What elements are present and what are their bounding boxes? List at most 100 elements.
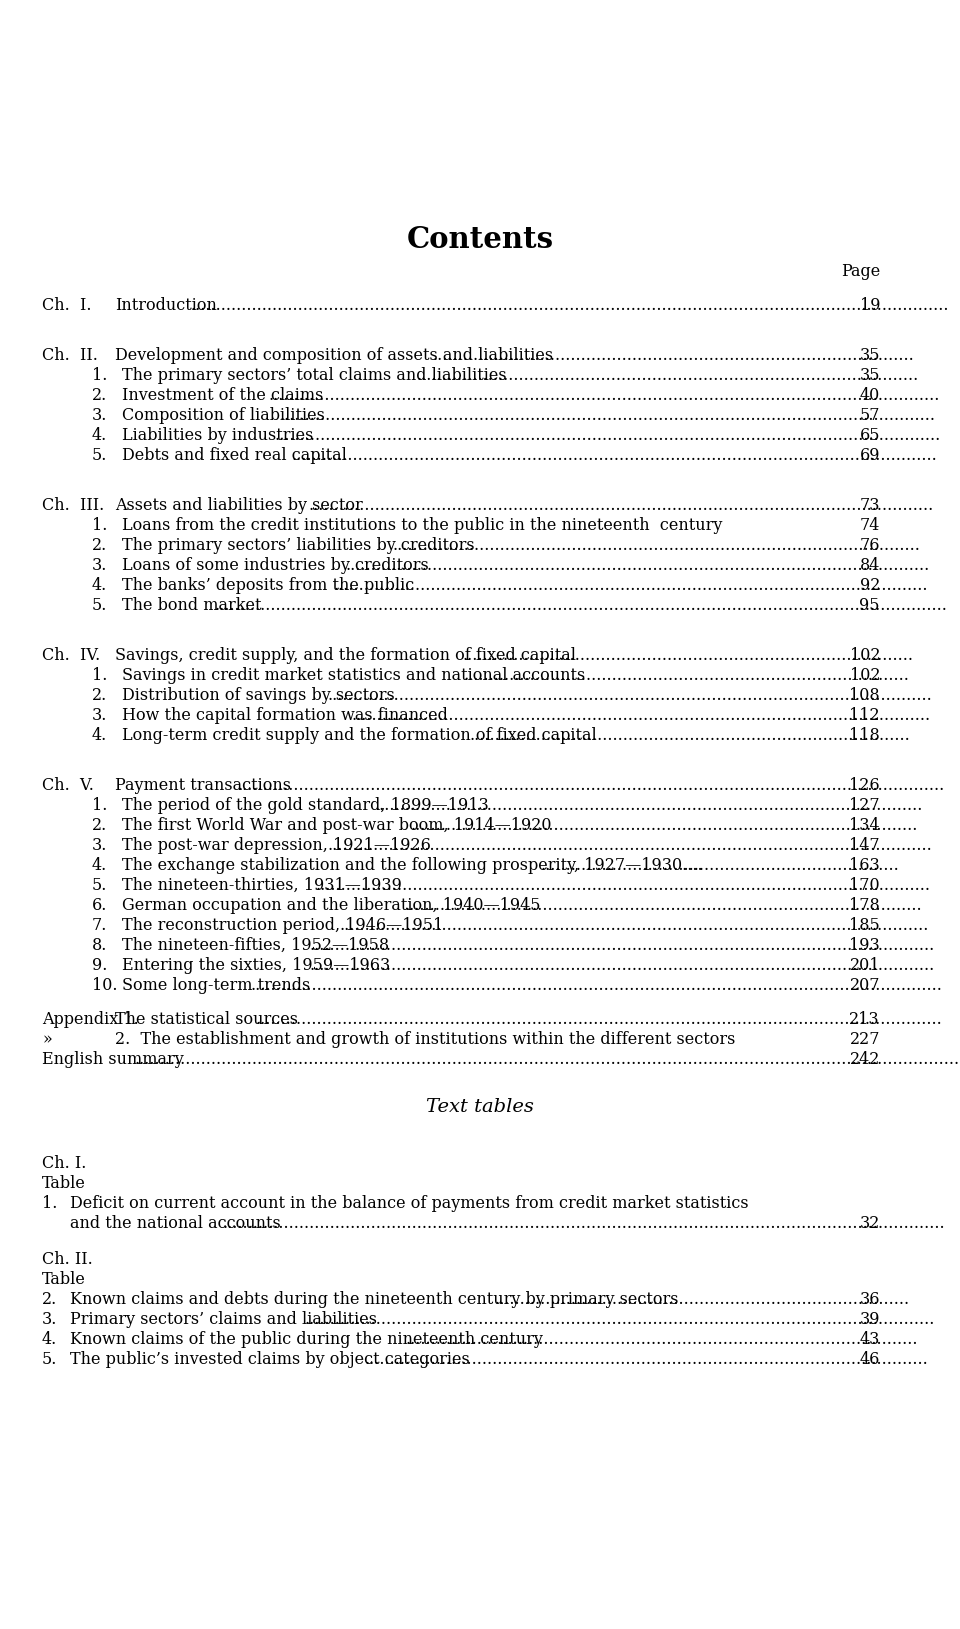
Text: 3.: 3.	[92, 837, 108, 854]
Text: 19: 19	[859, 296, 880, 314]
Text: ................................................................................: ........................................…	[316, 876, 930, 894]
Text: 5.: 5.	[42, 1350, 58, 1368]
Text: How the capital formation was financed: How the capital formation was financed	[122, 707, 448, 723]
Text: 1.: 1.	[42, 1196, 58, 1212]
Text: Known claims of the public during the nineteenth century: Known claims of the public during the ni…	[70, 1331, 542, 1349]
Text: Table: Table	[42, 1271, 85, 1289]
Text: The primary sectors’ total claims and liabilities: The primary sectors’ total claims and li…	[122, 367, 507, 384]
Text: Composition of liabilities: Composition of liabilities	[122, 407, 324, 424]
Text: ................................................................................: ........................................…	[417, 367, 919, 384]
Text: Liabilities by industries: Liabilities by industries	[122, 427, 313, 445]
Text: Appendix 1.: Appendix 1.	[42, 1012, 139, 1028]
Text: ................................................................................: ........................................…	[308, 497, 934, 515]
Text: Long-term credit supply and the formation of fixed capital: Long-term credit supply and the formatio…	[122, 727, 597, 744]
Text: English summary: English summary	[42, 1051, 183, 1069]
Text: ................................................................................: ........................................…	[274, 427, 940, 445]
Text: Deficit on current account in the balance of payments from credit market statist: Deficit on current account in the balanc…	[70, 1196, 749, 1212]
Text: 3.: 3.	[92, 557, 108, 573]
Text: 185: 185	[850, 917, 880, 933]
Text: 46: 46	[859, 1350, 880, 1368]
Text: 10.: 10.	[92, 977, 117, 994]
Text: Distribution of savings by sectors: Distribution of savings by sectors	[122, 687, 395, 704]
Text: ................................................................................: ........................................…	[433, 347, 915, 363]
Text: 92: 92	[859, 577, 880, 595]
Text: Ch.  V.: Ch. V.	[42, 777, 94, 793]
Text: 201: 201	[850, 956, 880, 974]
Text: Page: Page	[841, 262, 880, 280]
Text: ................................................................................: ........................................…	[410, 818, 918, 834]
Text: 242: 242	[850, 1051, 880, 1069]
Text: ................................................................................: ........................................…	[268, 388, 940, 404]
Text: ................................................................................: ........................................…	[222, 1215, 945, 1232]
Text: 76: 76	[859, 538, 880, 554]
Text: 9.: 9.	[92, 956, 108, 974]
Text: Ch.  II.: Ch. II.	[42, 347, 98, 363]
Text: Entering the sixties, 1959—1963: Entering the sixties, 1959—1963	[122, 956, 391, 974]
Text: 2.: 2.	[92, 538, 108, 554]
Text: 84: 84	[859, 557, 880, 573]
Text: ................................................................................: ........................................…	[292, 446, 938, 464]
Text: 112: 112	[850, 707, 880, 723]
Text: 2.: 2.	[42, 1292, 58, 1308]
Text: 65: 65	[859, 427, 880, 445]
Text: 2.: 2.	[92, 388, 108, 404]
Text: 1.: 1.	[92, 797, 108, 814]
Text: ................................................................................: ........................................…	[393, 538, 921, 554]
Text: The bond market: The bond market	[122, 596, 261, 614]
Text: 207: 207	[850, 977, 880, 994]
Text: 178: 178	[850, 898, 880, 914]
Text: Savings, credit supply, and the formation of fixed capital: Savings, credit supply, and the formatio…	[115, 647, 576, 665]
Text: Table: Table	[42, 1175, 85, 1192]
Text: ................................................................................: ........................................…	[351, 707, 930, 723]
Text: The reconstruction period, 1946—1951: The reconstruction period, 1946—1951	[122, 917, 444, 933]
Text: ................................................................................: ........................................…	[327, 837, 932, 854]
Text: ................................................................................: ........................................…	[464, 666, 909, 684]
Text: Ch.  IV.: Ch. IV.	[42, 647, 100, 665]
Text: ................................................................................: ........................................…	[404, 898, 922, 914]
Text: The public’s invested claims by object categories: The public’s invested claims by object c…	[70, 1350, 469, 1368]
Text: 35: 35	[859, 367, 880, 384]
Text: ................................................................................: ........................................…	[280, 407, 936, 424]
Text: Known claims and debts during the nineteenth century by primary sectors: Known claims and debts during the ninete…	[70, 1292, 679, 1308]
Text: 8.: 8.	[92, 937, 108, 955]
Text: ................................................................................: ........................................…	[333, 577, 927, 595]
Text: 3.: 3.	[42, 1311, 58, 1328]
Text: 35: 35	[859, 347, 880, 363]
Text: 227: 227	[850, 1031, 880, 1047]
Text: ................................................................................: ........................................…	[346, 557, 929, 573]
Text: 39: 39	[859, 1311, 880, 1328]
Text: Primary sectors’ claims and liabilities: Primary sectors’ claims and liabilities	[70, 1311, 377, 1328]
Text: Some long-term trends: Some long-term trends	[122, 977, 310, 994]
Text: 147: 147	[850, 837, 880, 854]
Text: 2.  The establishment and growth of institutions within the different sectors: 2. The establishment and growth of insti…	[115, 1031, 735, 1047]
Text: German occupation and the liberation, 1940—1945: German occupation and the liberation, 19…	[122, 898, 540, 914]
Text: 102: 102	[850, 647, 880, 665]
Text: Loans of some industries by creditors: Loans of some industries by creditors	[122, 557, 429, 573]
Text: 170: 170	[850, 876, 880, 894]
Text: Ch. II.: Ch. II.	[42, 1251, 93, 1267]
Text: 163: 163	[850, 857, 880, 875]
Text: 3.: 3.	[92, 407, 108, 424]
Text: Investment of the claims: Investment of the claims	[122, 388, 324, 404]
Text: 74: 74	[859, 516, 880, 534]
Text: ................................................................................: ........................................…	[255, 1012, 942, 1028]
Text: 43: 43	[859, 1331, 880, 1349]
Text: 40: 40	[860, 388, 880, 404]
Text: 57: 57	[859, 407, 880, 424]
Text: ................................................................................: ........................................…	[463, 647, 914, 665]
Text: 127: 127	[850, 797, 880, 814]
Text: The banks’ deposits from the public: The banks’ deposits from the public	[122, 577, 415, 595]
Text: ................................................................................: ........................................…	[469, 727, 910, 744]
Text: Ch.  III.: Ch. III.	[42, 497, 105, 515]
Text: Loans from the credit institutions to the public in the nineteenth  century: Loans from the credit institutions to th…	[122, 516, 722, 534]
Text: 95: 95	[859, 596, 880, 614]
Text: Assets and liabilities by sector: Assets and liabilities by sector	[115, 497, 363, 515]
Text: 5.: 5.	[92, 876, 108, 894]
Text: ................................................................................: ........................................…	[134, 1051, 960, 1069]
Text: 2.: 2.	[92, 818, 108, 834]
Text: 1.: 1.	[92, 666, 108, 684]
Text: 4.: 4.	[92, 857, 108, 875]
Text: The statistical sources: The statistical sources	[115, 1012, 298, 1028]
Text: ......................................................................: ........................................…	[540, 857, 900, 875]
Text: The nineteen-fifties, 1952—1958: The nineteen-fifties, 1952—1958	[122, 937, 389, 955]
